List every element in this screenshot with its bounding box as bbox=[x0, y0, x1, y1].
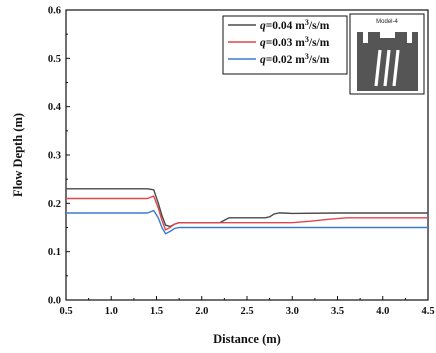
y-tick-label: 0.3 bbox=[48, 151, 61, 162]
y-tick-label: 0.0 bbox=[48, 296, 61, 307]
x-tick-label: 0.5 bbox=[59, 306, 72, 317]
x-tick-label: 2.0 bbox=[195, 306, 208, 317]
x-tick-label: 4.5 bbox=[421, 306, 434, 317]
y-tick-label: 0.2 bbox=[48, 199, 61, 210]
legend-label-0: q=0.04 m3/s/m bbox=[260, 18, 330, 32]
x-tick-label: 2.5 bbox=[240, 306, 253, 317]
series-layer bbox=[66, 188, 428, 235]
x-tick-label: 4.0 bbox=[376, 306, 389, 317]
legend-label-1: q=0.03 m3/s/m bbox=[260, 35, 330, 49]
legend-label-2: q=0.02 m3/s/m bbox=[260, 52, 330, 66]
model-inset: Model-4 bbox=[349, 13, 425, 95]
y-tick-label: 0.5 bbox=[48, 54, 61, 65]
y-tick-label: 0.4 bbox=[48, 102, 62, 113]
x-axis-label: Distance (m) bbox=[213, 332, 281, 346]
x-tick-label: 1.5 bbox=[150, 306, 163, 317]
weir-slots bbox=[374, 49, 400, 87]
series-line-1 bbox=[66, 195, 428, 231]
axes-layer: 0.5 1.0 1.5 2.0 2.5 3.0 3.5 4.0 4.5 0.0 0.1 0.2 0.3 0… bbox=[48, 6, 435, 318]
legend: q=0.04 m3/s/m q=0.03 m3/s/m q=0.02 m3/s/m bbox=[222, 15, 348, 75]
inset-title: Model-4 bbox=[376, 19, 398, 25]
series-line-2 bbox=[66, 209, 428, 235]
legend-entries: q=0.04 m3/s/m q=0.03 m3/s/m q=0.02 m3/s/m bbox=[228, 18, 330, 66]
y-tick-label: 0.6 bbox=[48, 6, 61, 17]
x-tick-label: 3.5 bbox=[331, 306, 344, 317]
y-axis-label: Flow Depth (m) bbox=[11, 113, 25, 197]
x-tick-label: 1.0 bbox=[105, 306, 118, 317]
y-tick-label: 0.1 bbox=[48, 247, 61, 258]
x-tick-label: 3.0 bbox=[286, 306, 299, 317]
